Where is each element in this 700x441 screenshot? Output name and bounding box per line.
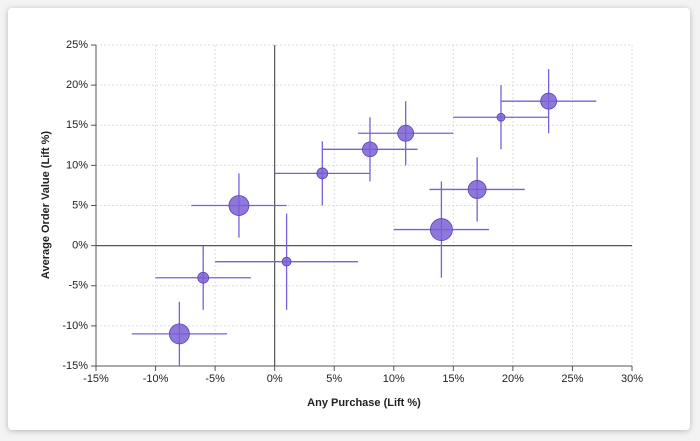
y-axis-title: Average Order Value (Lift %)	[40, 131, 52, 279]
x-tick-label: -15%	[83, 373, 109, 385]
y-tick-label: 25%	[66, 39, 88, 51]
x-tick-label: 0%	[267, 373, 283, 385]
y-tick-label: -10%	[62, 320, 88, 332]
x-tick-label: -5%	[205, 373, 225, 385]
x-tick-label: 15%	[442, 373, 464, 385]
point	[496, 112, 506, 122]
point	[281, 256, 292, 267]
point	[197, 271, 210, 284]
y-tick-label: 10%	[66, 159, 88, 171]
point	[397, 124, 415, 142]
point	[467, 180, 487, 199]
x-axis-title: Any Purchase (Lift %)	[307, 397, 421, 409]
point	[316, 167, 329, 180]
point	[168, 323, 190, 345]
point	[228, 195, 250, 216]
point	[540, 92, 558, 110]
x-tick-label: 10%	[383, 373, 405, 385]
y-tick-label: 20%	[66, 79, 88, 91]
x-tick-label: 30%	[621, 373, 643, 385]
y-tick-label: 0%	[72, 240, 88, 252]
y-tick-label: -15%	[62, 360, 88, 372]
x-tick-label: 25%	[561, 373, 583, 385]
y-tick-label: 15%	[66, 119, 88, 131]
y-tick-label: -5%	[68, 280, 88, 292]
point	[362, 141, 378, 158]
chart-card	[8, 8, 690, 430]
x-tick-label: -10%	[143, 373, 169, 385]
y-tick-label: 5%	[72, 199, 88, 211]
x-tick-label: 20%	[502, 373, 524, 385]
x-tick-label: 5%	[326, 373, 342, 385]
point	[430, 218, 453, 241]
